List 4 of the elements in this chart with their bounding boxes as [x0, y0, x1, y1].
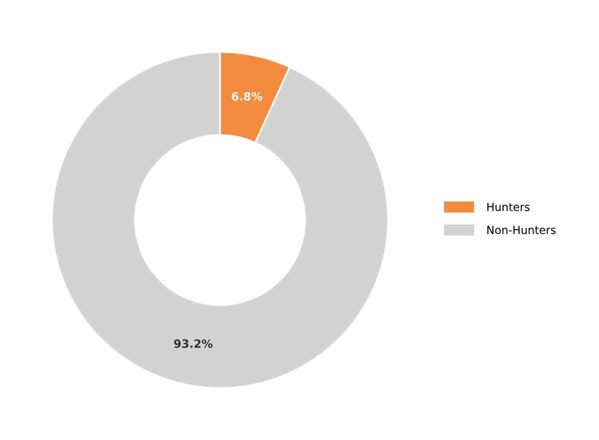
data-label: 6.8%	[232, 92, 262, 101]
legend-label: Non-Hunters	[487, 226, 556, 234]
data-label: 93.2%	[174, 339, 212, 348]
legend-label: Hunters	[487, 202, 530, 212]
